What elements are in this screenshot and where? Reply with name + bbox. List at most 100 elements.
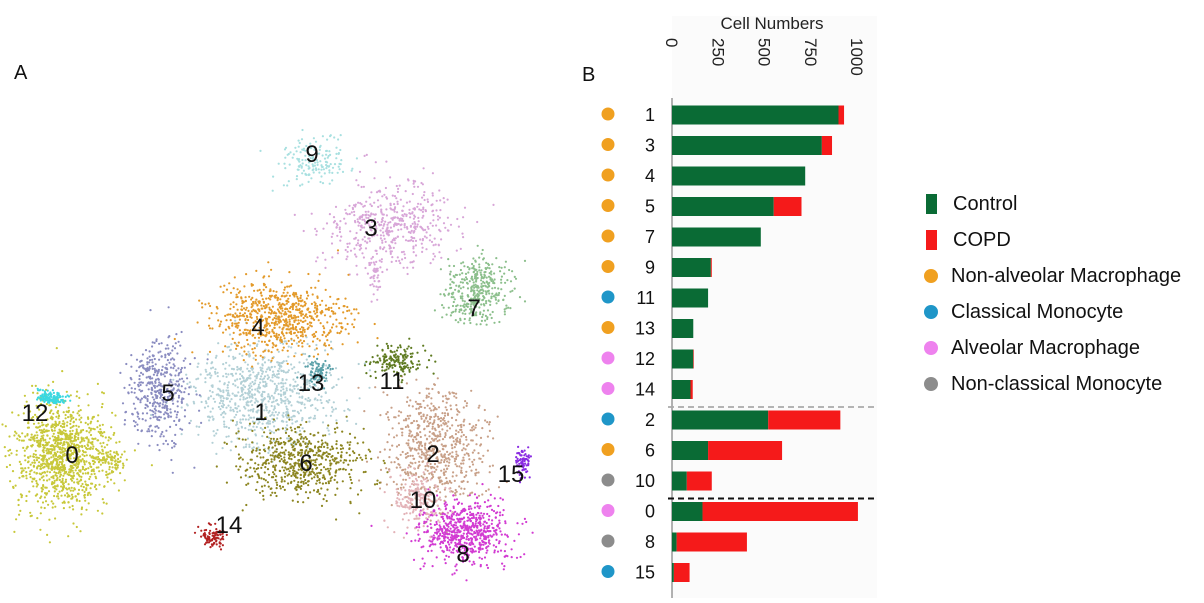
cell-type-dot-11 [602,291,615,304]
bar-control-6 [672,441,708,460]
legend-item: COPD [922,222,1181,258]
umap-cluster-label-14: 14 [216,512,243,539]
umap-cluster-label-6: 6 [299,450,312,477]
bar-control-11 [672,289,708,308]
legend: Control COPD Non-alveolar Macrophage Classi… [922,186,1181,402]
bar-control-10 [672,472,687,491]
category-label-12: 12 [635,349,655,369]
cell-type-dot-0 [602,504,615,517]
cell-type-dot-2 [602,413,615,426]
category-label-11: 11 [636,288,655,308]
bar-control-1 [672,106,839,125]
category-label-9: 9 [645,258,655,278]
category-label-10: 10 [635,471,655,491]
bar-copd-1 [839,106,845,125]
legend-dot-swatch [924,305,938,319]
bar-control-12 [672,350,693,369]
category-label-7: 7 [645,227,655,247]
legend-item: Non-alveolar Macrophage [922,258,1181,294]
cell-type-dot-8 [602,535,615,548]
cell-type-dot-4 [602,169,615,182]
bar-control-13 [672,319,693,338]
category-label-5: 5 [645,197,655,217]
bar-copd-5 [774,197,802,216]
umap-cluster-label-10: 10 [410,487,437,514]
legend-label: Classical Monocyte [951,301,1123,324]
x-tick-label: 0 [662,38,681,47]
cell-type-dot-7 [602,230,615,243]
bar-control-2 [672,411,768,430]
bar-copd-15 [674,563,690,582]
x-tick-label: 1000 [847,38,866,76]
cell-type-dot-14 [602,382,615,395]
bar-copd-9 [711,258,712,277]
umap-cluster-label-11: 11 [380,368,405,395]
cell-type-dot-5 [602,199,615,212]
umap-cluster-label-7: 7 [467,295,480,322]
legend-dot-swatch [924,341,938,355]
umap-cluster-label-5: 5 [161,380,174,407]
bar-control-9 [672,258,711,277]
cell-type-dot-6 [602,443,615,456]
bar-control-5 [672,197,774,216]
cell-type-dot-13 [602,321,615,334]
umap-cluster-label-1: 1 [254,399,267,426]
category-label-3: 3 [645,136,655,156]
umap-cluster-label-13: 13 [298,370,325,397]
bar-copd-10 [687,472,712,491]
umap-cluster-label-3: 3 [364,215,377,242]
legend-dot-swatch [924,269,938,283]
bar-copd-3 [822,136,832,155]
cell-type-dot-9 [602,260,615,273]
umap-cluster-label-2: 2 [426,441,439,468]
bar-copd-8 [677,533,747,552]
category-label-2: 2 [645,410,655,430]
bar-copd-0 [703,502,858,521]
category-label-8: 8 [645,532,655,552]
bar-control-8 [672,533,677,552]
category-label-4: 4 [645,166,655,186]
legend-item: Classical Monocyte [922,294,1181,330]
legend-label: COPD [953,229,1011,252]
legend-item: Non-classical Monocyte [922,366,1181,402]
bar-control-14 [672,380,691,399]
bar-control-0 [672,502,703,521]
cell-type-dot-12 [602,352,615,365]
x-tick-label: 500 [755,38,774,66]
legend-dot-swatch [924,377,938,391]
umap-cluster-label-9: 9 [305,141,318,168]
legend-bar-swatch [926,230,937,250]
umap-cluster-label-12: 12 [22,400,49,427]
legend-label: Alveolar Macrophage [951,337,1140,360]
x-tick-label: 750 [801,38,820,66]
cell-type-dot-15 [602,565,615,578]
legend-label: Control [953,193,1017,216]
category-label-0: 0 [645,502,655,522]
umap-points [1,129,533,582]
cell-type-dot-10 [602,474,615,487]
bar-control-3 [672,136,822,155]
bar-copd-12 [693,350,694,369]
bar-copd-6 [708,441,782,460]
cell-type-dot-1 [602,108,615,121]
category-label-15: 15 [635,563,655,583]
legend-item: Control [922,186,1181,222]
bar-control-7 [672,228,761,247]
category-label-13: 13 [635,319,655,339]
category-label-6: 6 [645,441,655,461]
bar-control-4 [672,167,805,186]
legend-label: Non-alveolar Macrophage [951,265,1181,288]
umap-cluster-label-15: 15 [498,461,525,488]
bar-copd-14 [691,380,693,399]
umap-cluster-4-points [174,249,379,367]
bar-control-15 [672,563,674,582]
legend-label: Non-classical Monocyte [951,373,1162,396]
cell-type-dot-3 [602,138,615,151]
umap-cluster-label-0: 0 [65,442,78,469]
category-label-1: 1 [645,105,655,125]
